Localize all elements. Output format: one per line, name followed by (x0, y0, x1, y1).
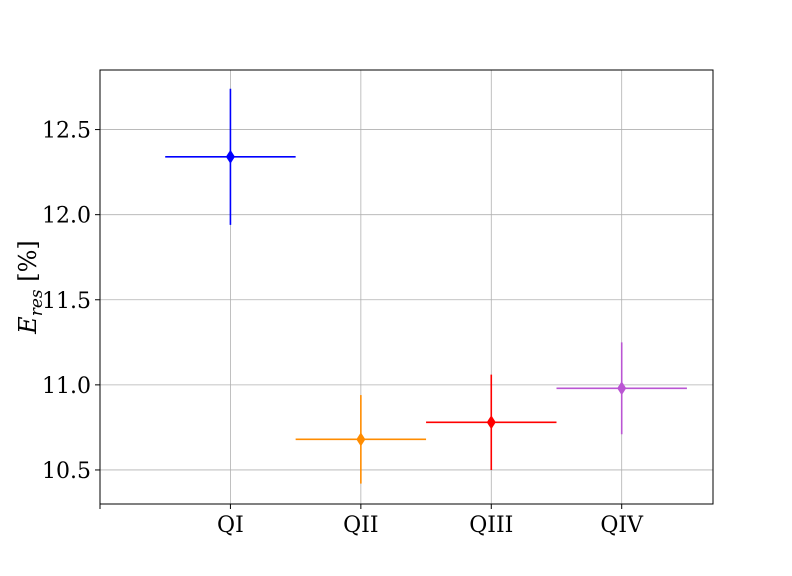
diamond-marker (617, 381, 627, 396)
data-point-qii (295, 395, 427, 484)
y-tick-label: 12.5 (42, 119, 91, 144)
x-tick-label: QI (217, 513, 244, 538)
y-tick-label: 11.5 (42, 289, 91, 314)
y-tick-label: 12.0 (42, 204, 91, 229)
data-points (165, 88, 687, 484)
data-point-qiv (556, 342, 687, 435)
y-tick-label: 10.5 (42, 459, 91, 484)
data-point-qi (165, 88, 296, 225)
data-point-qiii (426, 374, 557, 470)
x-tick-label: QII (343, 513, 378, 538)
x-tick-label: QIV (600, 513, 644, 538)
y-axis-label-sub: res (27, 289, 47, 316)
x-tick-label: QIII (469, 513, 513, 538)
y-axis-label: Eres [%] (14, 240, 47, 335)
plot-frame (99, 69, 714, 505)
diamond-marker (486, 415, 496, 430)
y-axis-label-unit: [%] (14, 240, 42, 289)
y-axis-label-main: E (14, 316, 42, 335)
y-tick-label: 11.0 (42, 374, 91, 399)
diamond-marker (356, 432, 366, 447)
ticks: 10.5 11.0 11.5 12.0 12.5 QI QII QIII QIV (42, 119, 644, 538)
diamond-marker (225, 149, 235, 164)
